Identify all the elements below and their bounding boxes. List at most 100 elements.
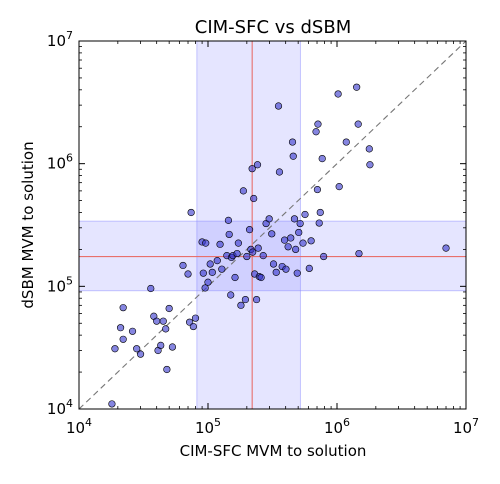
data-point <box>342 138 350 146</box>
x-range-band <box>196 41 301 409</box>
data-point <box>269 260 278 268</box>
data-point <box>168 343 177 351</box>
data-point <box>296 219 304 228</box>
data-point <box>289 152 297 160</box>
x-tick-label: 107 <box>453 416 479 437</box>
data-point <box>282 265 290 273</box>
data-point <box>204 278 212 286</box>
data-point <box>116 324 125 332</box>
plot-area <box>78 40 467 410</box>
data-point <box>265 215 273 223</box>
data-point <box>216 240 224 248</box>
data-point <box>202 239 210 247</box>
data-point <box>128 327 137 335</box>
data-point <box>274 102 283 110</box>
data-point <box>119 304 127 312</box>
data-point <box>355 249 363 258</box>
data-point <box>187 208 195 217</box>
data-point <box>295 228 303 237</box>
data-point <box>189 322 197 331</box>
data-point <box>354 120 362 128</box>
plot-inner <box>79 41 466 409</box>
data-point <box>257 273 265 282</box>
data-point <box>250 194 258 203</box>
x-tick-label: 106 <box>324 416 350 437</box>
data-point <box>245 226 254 234</box>
data-point <box>243 252 251 261</box>
data-point <box>299 239 307 247</box>
data-point <box>287 234 295 242</box>
data-point <box>365 145 373 153</box>
data-point <box>268 230 276 238</box>
data-point <box>312 128 320 136</box>
data-point <box>248 165 256 173</box>
axis-ticks: 104 105 106 107 104 105 106 107 <box>47 29 479 437</box>
data-point <box>179 261 187 270</box>
data-point <box>442 244 450 252</box>
data-point <box>224 216 233 224</box>
data-point <box>227 291 235 299</box>
data-point <box>213 257 221 265</box>
data-point <box>314 120 322 128</box>
y-tick-label: 107 <box>47 29 73 50</box>
data-point <box>239 187 247 195</box>
data-point <box>233 249 241 258</box>
data-point <box>119 335 127 343</box>
plot-frame <box>78 40 467 410</box>
data-point <box>315 219 323 227</box>
data-point <box>234 239 242 247</box>
data-point <box>280 236 289 244</box>
data-point <box>288 138 297 146</box>
data-point <box>290 215 299 223</box>
data-point <box>136 350 145 358</box>
data-point <box>320 252 328 261</box>
data-point <box>292 245 300 254</box>
data-point <box>293 269 301 277</box>
data-point <box>208 268 216 276</box>
data-point <box>165 304 173 313</box>
data-point <box>249 248 257 256</box>
y-tick-label: 106 <box>47 152 73 173</box>
data-point <box>231 273 239 282</box>
data-point <box>272 268 280 276</box>
x-axis-label: CIM-SFC MVM to solution <box>180 442 367 460</box>
data-point <box>254 244 262 252</box>
x-tick-label: 104 <box>66 416 92 437</box>
data-point <box>259 252 267 260</box>
data-point <box>313 185 322 194</box>
data-point <box>335 183 343 191</box>
data-point <box>218 265 226 273</box>
data-point <box>199 269 207 277</box>
data-point <box>133 345 141 353</box>
data-point <box>241 295 250 304</box>
data-point <box>253 161 262 169</box>
data-point <box>153 317 161 325</box>
data-point <box>162 325 170 333</box>
data-point <box>334 90 342 98</box>
data-point <box>318 154 326 163</box>
data-point <box>284 243 292 251</box>
diagonal-reference-line <box>79 41 466 409</box>
data-point <box>163 365 171 374</box>
data-point <box>275 168 284 176</box>
data-point <box>252 295 261 304</box>
chart-title: CIM-SFC vs dSBM <box>195 17 351 38</box>
data-point <box>366 161 374 169</box>
data-point <box>305 264 313 273</box>
y-tick-label: 104 <box>47 397 73 418</box>
data-point <box>237 301 245 309</box>
data-point <box>201 284 209 292</box>
data-point <box>316 208 324 217</box>
y-axis-label: dSBM MVM to solution <box>19 141 37 308</box>
data-point <box>225 230 233 239</box>
data-point <box>307 237 315 245</box>
data-point <box>159 317 167 325</box>
data-point <box>147 284 155 293</box>
data-point <box>111 345 119 353</box>
data-point <box>206 260 214 268</box>
data-point <box>108 400 116 408</box>
data-point <box>191 314 200 322</box>
